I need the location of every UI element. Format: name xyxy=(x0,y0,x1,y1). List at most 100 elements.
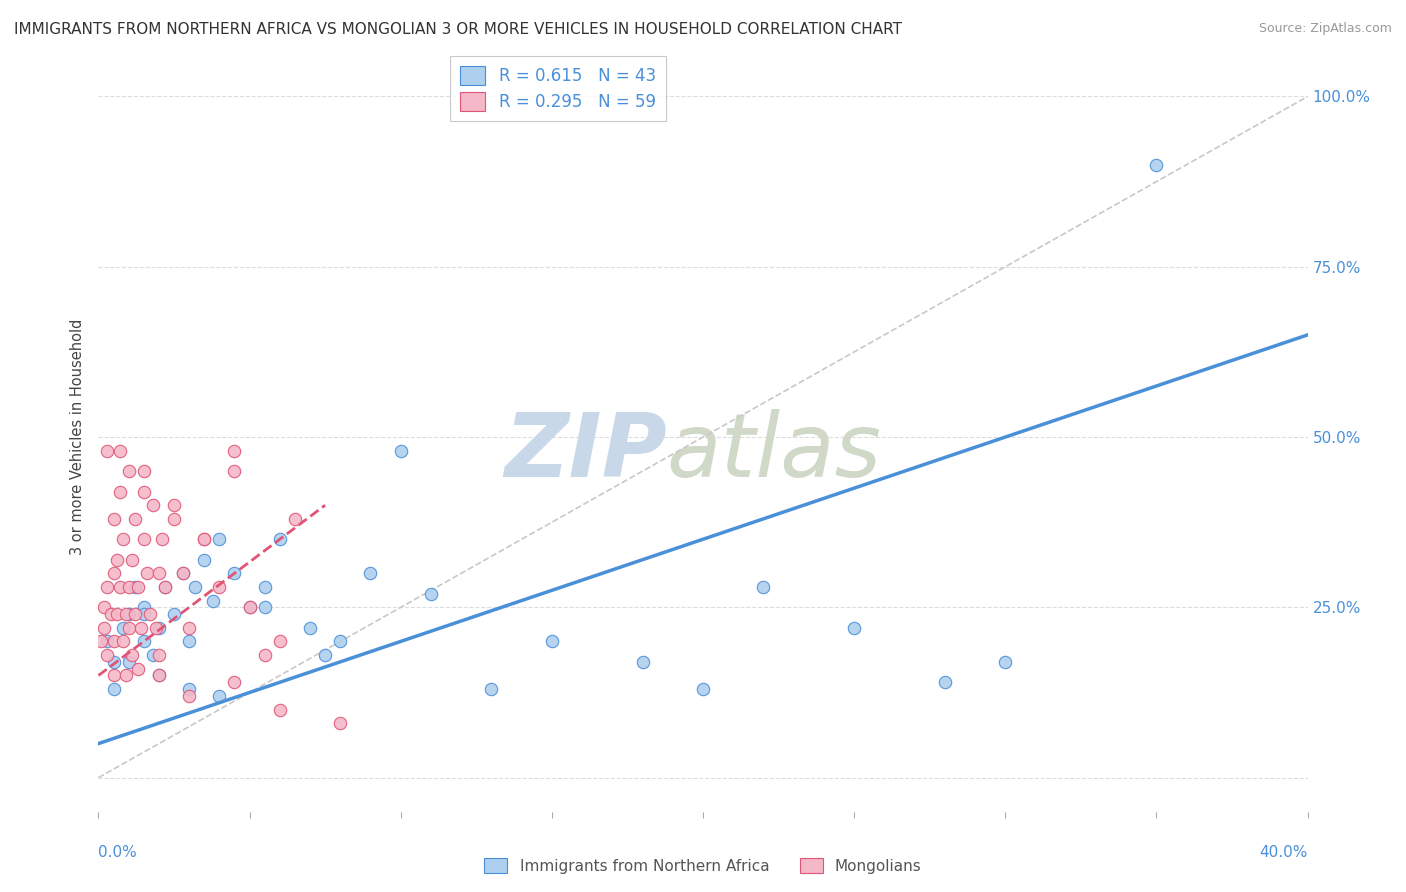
Text: IMMIGRANTS FROM NORTHERN AFRICA VS MONGOLIAN 3 OR MORE VEHICLES IN HOUSEHOLD COR: IMMIGRANTS FROM NORTHERN AFRICA VS MONGO… xyxy=(14,22,903,37)
Point xyxy=(142,648,165,662)
Point xyxy=(179,682,201,697)
Point xyxy=(193,533,215,547)
Point xyxy=(752,580,775,594)
Point xyxy=(934,675,956,690)
Point xyxy=(692,682,714,697)
Point xyxy=(108,484,131,499)
Point xyxy=(96,648,118,662)
Point xyxy=(253,648,276,662)
Point xyxy=(118,580,141,594)
Point xyxy=(193,552,215,566)
Point xyxy=(163,512,186,526)
Point xyxy=(202,593,225,607)
Point xyxy=(139,607,162,622)
Point xyxy=(284,512,307,526)
Point xyxy=(132,634,155,648)
Text: 0.0%: 0.0% xyxy=(98,846,138,861)
Point xyxy=(224,675,246,690)
Point xyxy=(193,533,215,547)
Point xyxy=(163,498,186,512)
Point xyxy=(121,648,143,662)
Point xyxy=(90,634,112,648)
Point xyxy=(148,621,170,635)
Point xyxy=(179,621,201,635)
Point xyxy=(389,443,412,458)
Point xyxy=(148,668,170,682)
Point xyxy=(1146,158,1168,172)
Point xyxy=(118,621,141,635)
Point xyxy=(124,607,146,622)
Point xyxy=(239,600,262,615)
Point xyxy=(420,587,443,601)
Point xyxy=(108,580,131,594)
Text: 40.0%: 40.0% xyxy=(1260,846,1308,861)
Point xyxy=(184,580,207,594)
Point xyxy=(148,566,170,581)
Point xyxy=(329,716,352,731)
Text: atlas: atlas xyxy=(666,409,882,495)
Point xyxy=(135,566,157,581)
Point xyxy=(103,634,125,648)
Point xyxy=(299,621,322,635)
Point xyxy=(224,566,246,581)
Point xyxy=(118,655,141,669)
Point xyxy=(103,682,125,697)
Point xyxy=(153,580,176,594)
Text: ZIP: ZIP xyxy=(503,409,666,496)
Legend: Immigrants from Northern Africa, Mongolians: Immigrants from Northern Africa, Mongoli… xyxy=(478,852,928,880)
Text: Source: ZipAtlas.com: Source: ZipAtlas.com xyxy=(1258,22,1392,36)
Point xyxy=(127,580,149,594)
Point xyxy=(132,533,155,547)
Point xyxy=(111,621,134,635)
Point xyxy=(145,621,167,635)
Point xyxy=(253,600,276,615)
Point xyxy=(103,566,125,581)
Point xyxy=(153,580,176,594)
Point xyxy=(111,533,134,547)
Point xyxy=(142,498,165,512)
Point xyxy=(96,634,118,648)
Point xyxy=(96,443,118,458)
Point xyxy=(103,668,125,682)
Point xyxy=(105,607,128,622)
Point xyxy=(208,580,231,594)
Point xyxy=(481,682,503,697)
Legend: R = 0.615   N = 43, R = 0.295   N = 59: R = 0.615 N = 43, R = 0.295 N = 59 xyxy=(450,56,665,121)
Point xyxy=(179,634,201,648)
Point xyxy=(269,533,291,547)
Point xyxy=(329,634,352,648)
Point xyxy=(111,634,134,648)
Point xyxy=(129,621,152,635)
Point xyxy=(132,607,155,622)
Y-axis label: 3 or more Vehicles in Household: 3 or more Vehicles in Household xyxy=(70,319,86,555)
Point xyxy=(105,552,128,566)
Point xyxy=(93,621,115,635)
Point xyxy=(269,634,291,648)
Point xyxy=(208,689,231,703)
Point xyxy=(118,464,141,478)
Point xyxy=(121,552,143,566)
Point xyxy=(224,443,246,458)
Point xyxy=(172,566,194,581)
Point xyxy=(118,607,141,622)
Point xyxy=(132,464,155,478)
Point xyxy=(108,443,131,458)
Point xyxy=(360,566,382,581)
Point xyxy=(994,655,1017,669)
Point xyxy=(103,655,125,669)
Point xyxy=(150,533,173,547)
Point xyxy=(179,689,201,703)
Point xyxy=(103,512,125,526)
Point xyxy=(540,634,562,648)
Point xyxy=(208,533,231,547)
Point xyxy=(172,566,194,581)
Point xyxy=(132,484,155,499)
Point xyxy=(127,662,149,676)
Point xyxy=(132,600,155,615)
Point xyxy=(114,668,136,682)
Point xyxy=(163,607,186,622)
Point xyxy=(631,655,654,669)
Point xyxy=(314,648,336,662)
Point xyxy=(124,512,146,526)
Point xyxy=(100,607,122,622)
